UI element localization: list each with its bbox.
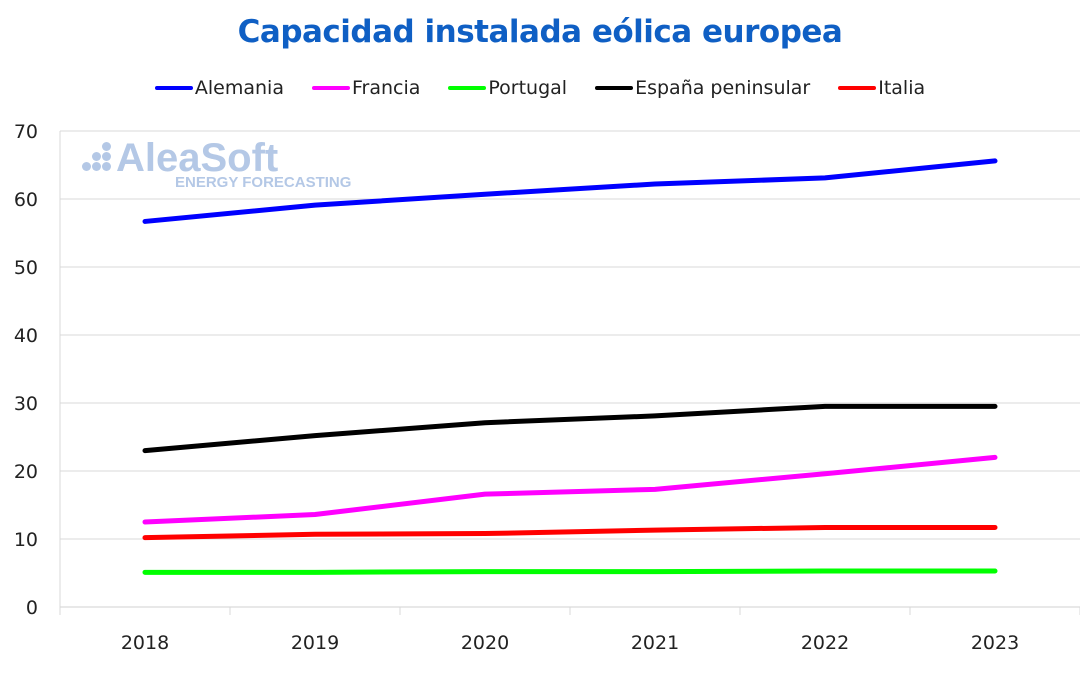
legend-item: Italia — [838, 77, 925, 99]
y-tick-label: 20 — [14, 461, 38, 483]
logo-dot-icon — [82, 162, 91, 171]
series-line-espana-peninsular — [142, 403, 998, 454]
logo-dot-icon — [92, 162, 101, 171]
logo-dot-icon — [102, 142, 111, 151]
series-line-portugal — [142, 568, 998, 575]
logo-dot-icon — [92, 152, 101, 161]
y-tick-label: 10 — [14, 529, 38, 551]
legend: Alemania Francia Portugal España peninsular… — [0, 77, 1080, 99]
chart-title: Capacidad instalada eólica europea — [237, 14, 843, 50]
logo-dot-icon — [102, 152, 111, 161]
legend-swatch — [311, 86, 350, 90]
logo-dot-icon — [102, 162, 111, 171]
legend-item: Alemania — [154, 77, 284, 99]
legend-label: Italia — [878, 77, 926, 99]
series-line-francia — [142, 454, 998, 525]
y-tick-label: 40 — [14, 325, 38, 347]
x-tick-label: 2021 — [631, 632, 679, 654]
legend-swatch — [154, 86, 193, 90]
y-tick-label: 30 — [14, 393, 38, 415]
x-tick-label: 2022 — [801, 632, 849, 654]
legend-label: Alemania — [194, 77, 284, 99]
watermark-tagline: ENERGY FORECASTING — [175, 174, 352, 191]
legend-label: Portugal — [488, 77, 568, 99]
legend-item: Portugal — [448, 77, 567, 99]
x-tick-label: 2019 — [291, 632, 339, 654]
x-tick-label: 2018 — [121, 632, 169, 654]
legend-item: Francia — [311, 77, 421, 99]
x-tick-label: 2023 — [971, 632, 1019, 654]
legend-label: Francia — [351, 77, 421, 99]
watermark-brand: AleaSoft — [116, 136, 279, 180]
legend-swatch — [595, 86, 634, 90]
y-tick-label: 70 — [14, 121, 38, 143]
legend-swatch — [448, 86, 487, 90]
y-tick-label: 50 — [14, 257, 38, 279]
legend-swatch — [838, 86, 877, 90]
y-tick-label: 0 — [26, 597, 38, 619]
y-tick-label: 60 — [14, 189, 38, 211]
legend-item: España peninsular — [595, 77, 810, 99]
series-line-alemania — [142, 158, 998, 224]
x-tick-label: 2020 — [461, 632, 509, 654]
series-line-italia — [142, 524, 998, 541]
legend-label: España peninsular — [635, 77, 811, 99]
